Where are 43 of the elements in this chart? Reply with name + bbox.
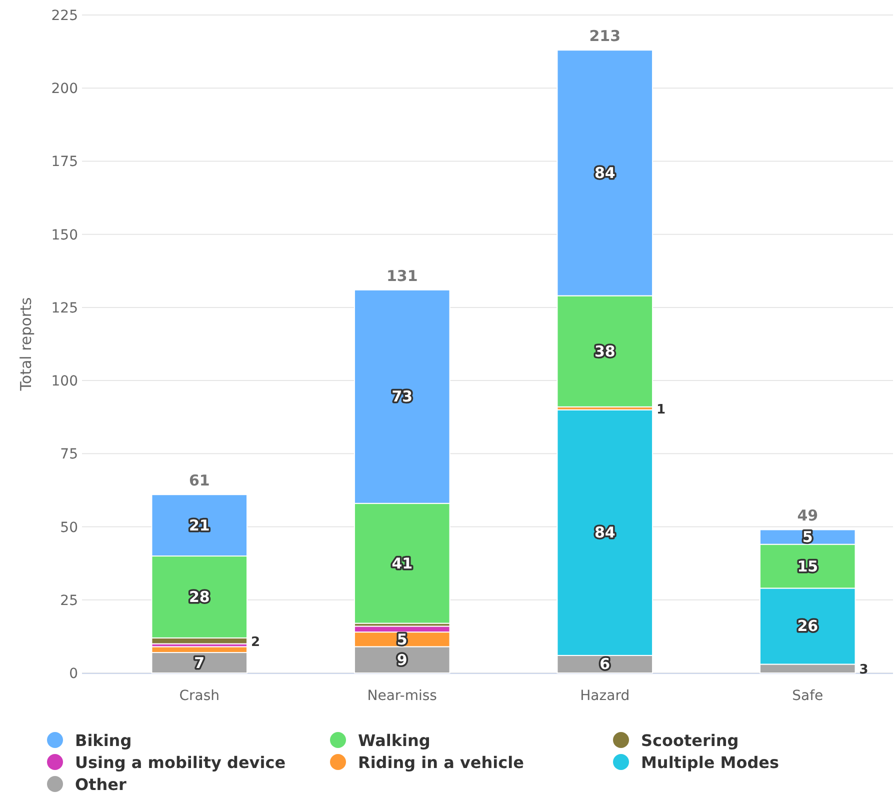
x-tick-label: Hazard (580, 688, 630, 704)
y-tick-label: 50 (60, 520, 78, 536)
x-tick-label: Safe (792, 688, 824, 704)
data-label: 7 (194, 654, 205, 672)
legend-label: Biking (75, 731, 132, 750)
data-label: 73 (392, 388, 413, 406)
legend-label: Scootering (641, 731, 739, 750)
data-label: 28 (188, 588, 210, 606)
data-label: 21 (188, 516, 210, 534)
y-tick-label: 175 (51, 154, 78, 170)
data-label: 15 (797, 557, 818, 576)
data-label: 5 (396, 630, 408, 648)
y-tick-label: 150 (51, 227, 78, 244)
x-tick-label: Crash (179, 688, 220, 704)
total-label: 49 (797, 506, 818, 525)
y-tick-label: 100 (51, 374, 78, 390)
data-label: 5 (802, 528, 813, 546)
y-tick-label: 25 (60, 592, 78, 609)
data-label: 41 (392, 554, 413, 572)
data-label: 2 (251, 634, 260, 650)
data-label: 84 (594, 524, 616, 542)
y-tick-label: 200 (51, 81, 78, 98)
data-label: 3 (859, 662, 868, 678)
data-label: 38 (594, 342, 616, 360)
legend-label: Other (75, 775, 126, 794)
y-tick-label: 125 (51, 300, 78, 316)
data-label: 6 (600, 655, 610, 674)
legend-label: Multiple Modes (641, 753, 780, 772)
total-label: 131 (386, 266, 418, 285)
y-tick-label: 225 (51, 8, 78, 24)
data-label: 1 (656, 402, 666, 418)
legend-label: Walking (358, 731, 430, 750)
data-label: 84 (594, 164, 616, 182)
y-tick-label: 75 (60, 446, 78, 463)
total-label: 213 (589, 27, 621, 46)
legend-label: Riding in a vehicle (358, 753, 524, 772)
x-tick-label: Near-miss (367, 688, 437, 704)
y-axis-title: Total reports (17, 297, 35, 392)
y-tick-label: 0 (69, 666, 78, 682)
data-label: 9 (396, 650, 408, 669)
legend-label: Using a mobility device (75, 753, 286, 772)
total-label: 61 (188, 472, 210, 490)
data-label: 26 (797, 617, 818, 636)
